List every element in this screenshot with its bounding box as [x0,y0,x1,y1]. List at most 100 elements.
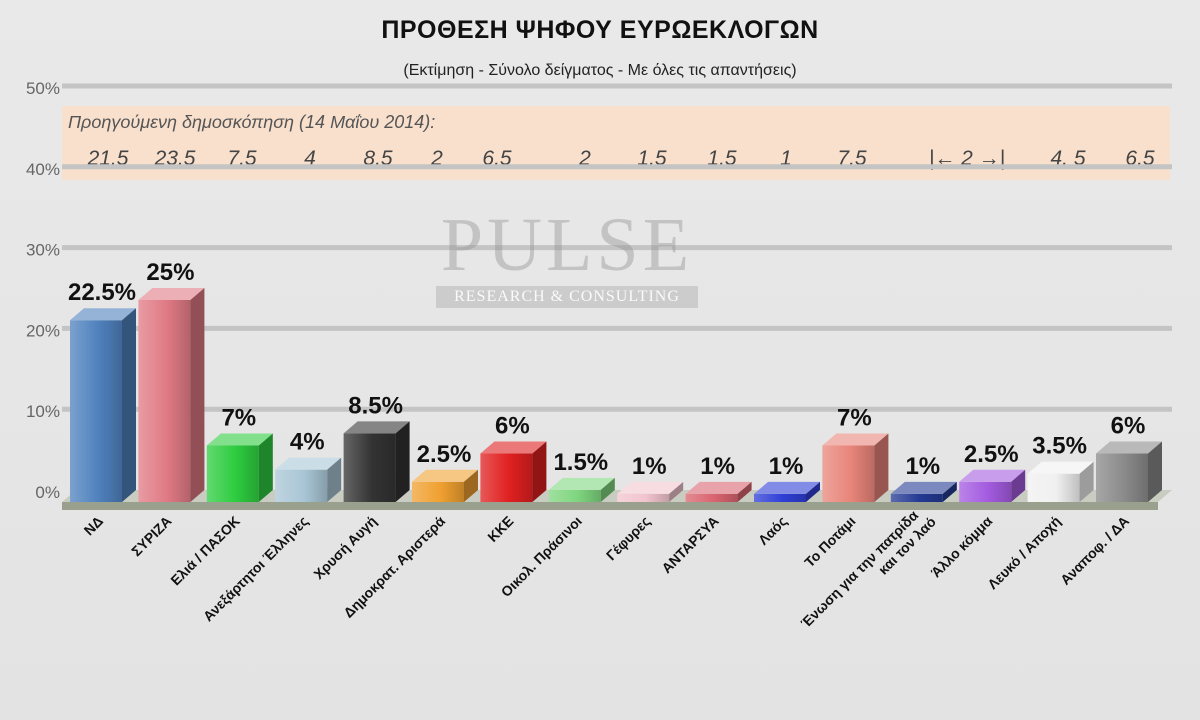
previous-poll-value: 6.5 [482,147,512,170]
y-tick-label: 50% [26,79,60,98]
bar [70,308,136,502]
bar-side [874,433,889,502]
previous-poll-value: 1 [780,147,792,170]
data-label: 4% [290,429,325,456]
data-label: 22.5% [68,279,136,306]
bar-front [685,493,738,502]
bar [959,469,1026,502]
previous-poll-value: 8.5 [363,147,393,170]
bar-side [464,469,478,502]
previous-poll-value: 4 [304,147,316,170]
bar-side [122,308,136,502]
data-label: 6% [1111,413,1146,440]
data-label: 8.5% [348,392,403,419]
chart-subtitle: (Εκτίμηση - Σύνολο δείγματος - Με όλες τ… [403,62,797,79]
bar-front [206,445,259,502]
bar-front [959,481,1012,502]
bar-front [754,493,806,502]
bar-top [206,433,273,446]
bar [685,481,752,502]
bar-side [600,477,615,502]
data-label: 1% [632,453,667,480]
category-label: ΣΥΡΙΖΑ [128,513,174,559]
bar-front [412,481,464,502]
watermark-subtext: RESEARCH & CONSULTING [436,286,698,308]
y-tick-label: 0% [35,483,60,502]
bar [343,421,410,502]
bar [548,477,615,502]
bar-top [685,481,752,494]
y-tick-label: 30% [26,241,60,260]
bar-top [890,481,957,494]
chart-floor-edge [62,502,1158,510]
category-label: ΑΝΤΑΡΣΥΑ [658,513,721,576]
bar-front [1096,453,1148,502]
data-labels: 22.5% 25% 7% 4% 8.5% 2.5% 6% 1.5% 1% 1% 1% 7% 1% 2.5%… [68,259,1145,480]
bar-top [70,308,136,321]
bar-front [548,489,601,502]
bar-side [190,288,205,502]
previous-poll-value: 7.5 [837,147,867,170]
bar-side [1011,469,1026,502]
category-label: Γέφυρες [603,513,654,564]
bar-side [737,481,752,502]
y-tick-label: 40% [26,160,60,179]
category-label: Ένωση για την πατρίδακαι τον λαό [797,501,938,642]
previous-poll-value: 1.5 [707,147,737,170]
bar [138,288,205,502]
bar-side [258,433,273,502]
previous-poll-value: 21.5 [87,147,129,170]
bar-side [1148,441,1162,502]
bar-top [548,477,615,490]
previous-poll-value: 4. 5 [1050,147,1086,170]
bar-top [617,481,684,494]
data-label: 1% [700,453,735,480]
bar-front [822,445,875,502]
bar-top [1027,461,1094,474]
previous-poll-label: Προηγούμενη δημοσκόπηση (14 Μαΐου 2014): [68,112,436,132]
previous-poll-value: |← 2 →| [928,147,1006,170]
bar-front [1027,473,1080,502]
bar-top [959,469,1026,482]
category-label: Χρυσή Αυγή [310,513,379,582]
category-label: ΚΚΕ [484,513,516,545]
bar [206,433,273,502]
bar [480,441,547,502]
data-label: 3.5% [1032,433,1087,460]
bar-side [669,481,684,502]
data-label: 2.5% [417,441,472,468]
bar-front [138,300,191,502]
category-label: Άλλο κόμμα [928,513,996,581]
bar-front [70,320,122,502]
data-label: 25% [146,259,194,286]
gridlines [62,83,1172,412]
bar-side [395,421,410,502]
bar [617,481,684,502]
bar [822,433,889,502]
bar-side [327,457,342,502]
bar [754,481,820,502]
previous-poll-value: 23.5 [154,147,196,170]
data-label: 7% [221,404,256,431]
bar-front [275,469,328,502]
y-tick-label: 10% [26,402,60,421]
bar [890,481,957,502]
bar [1096,441,1162,502]
bar-side [942,481,957,502]
data-label: 1% [769,453,804,480]
previous-poll-value: 1.5 [637,147,667,170]
bar-front [890,493,943,502]
bar-top [1096,441,1162,454]
y-tick-label: 20% [26,321,60,340]
previous-poll-value: 7.5 [227,147,257,170]
previous-poll-value: 2 [579,147,591,170]
previous-poll-value: 2 [431,147,443,170]
bar-top [412,469,478,482]
bars [70,288,1162,502]
data-label: 6% [495,413,530,440]
watermark-text: PULSE [440,203,694,287]
category-label: Το Ποτάμι [801,513,858,570]
bar [275,457,342,502]
